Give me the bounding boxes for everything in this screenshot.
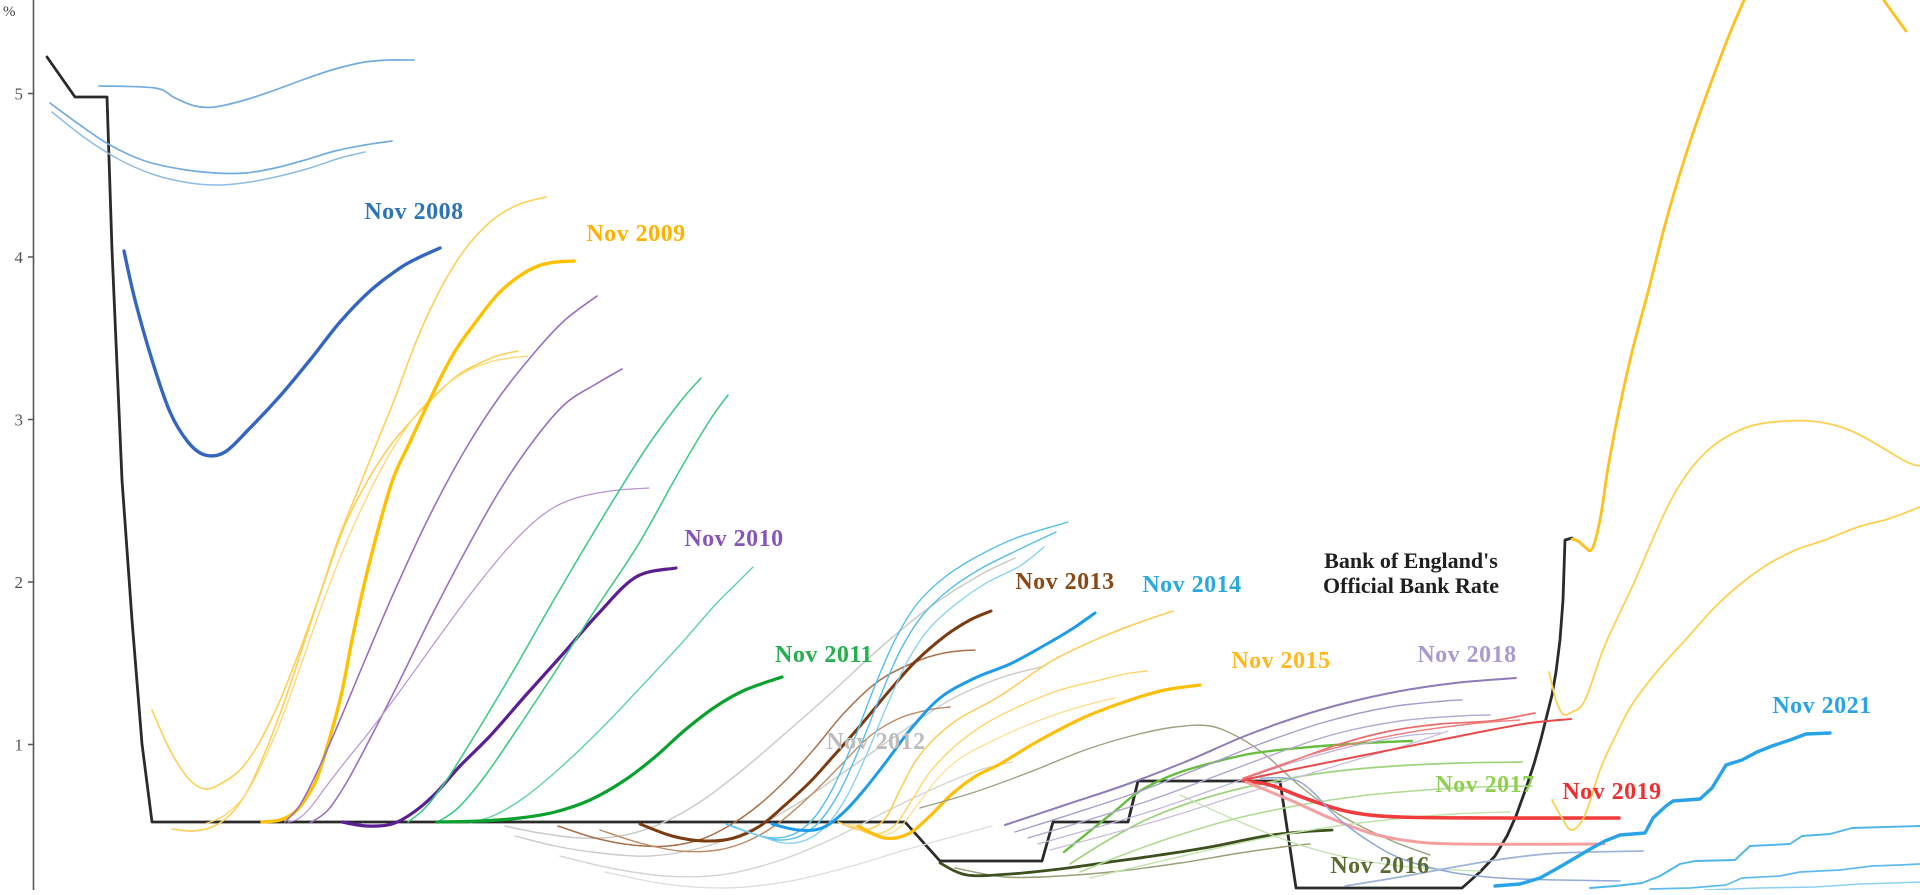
svg-text:Nov 2008: Nov 2008 bbox=[364, 199, 463, 225]
svg-text:5: 5 bbox=[15, 85, 24, 104]
svg-text:Bank of England's: Bank of England's bbox=[1324, 548, 1498, 573]
svg-text:Nov 2009: Nov 2009 bbox=[586, 221, 685, 247]
svg-text:Nov 2017: Nov 2017 bbox=[1435, 772, 1534, 798]
svg-text:Nov 2021: Nov 2021 bbox=[1772, 693, 1871, 719]
svg-text:Nov 2010: Nov 2010 bbox=[684, 526, 783, 552]
svg-text:Nov 2018: Nov 2018 bbox=[1417, 642, 1516, 668]
svg-text:3: 3 bbox=[15, 411, 24, 430]
svg-text:Official Bank Rate: Official Bank Rate bbox=[1323, 573, 1499, 598]
svg-text:Nov 2016: Nov 2016 bbox=[1330, 853, 1429, 879]
svg-text:Nov 2011: Nov 2011 bbox=[775, 642, 873, 668]
svg-text:Nov 2015: Nov 2015 bbox=[1231, 648, 1330, 674]
svg-text:Nov 2019: Nov 2019 bbox=[1562, 779, 1661, 805]
svg-text:Nov 2012: Nov 2012 bbox=[826, 729, 925, 755]
svg-text:2: 2 bbox=[15, 573, 24, 592]
svg-text:%: % bbox=[3, 4, 16, 20]
svg-text:Nov 2013: Nov 2013 bbox=[1015, 569, 1114, 595]
svg-text:1: 1 bbox=[15, 736, 24, 755]
svg-text:4: 4 bbox=[15, 248, 24, 267]
svg-text:Nov 2014: Nov 2014 bbox=[1142, 572, 1241, 598]
